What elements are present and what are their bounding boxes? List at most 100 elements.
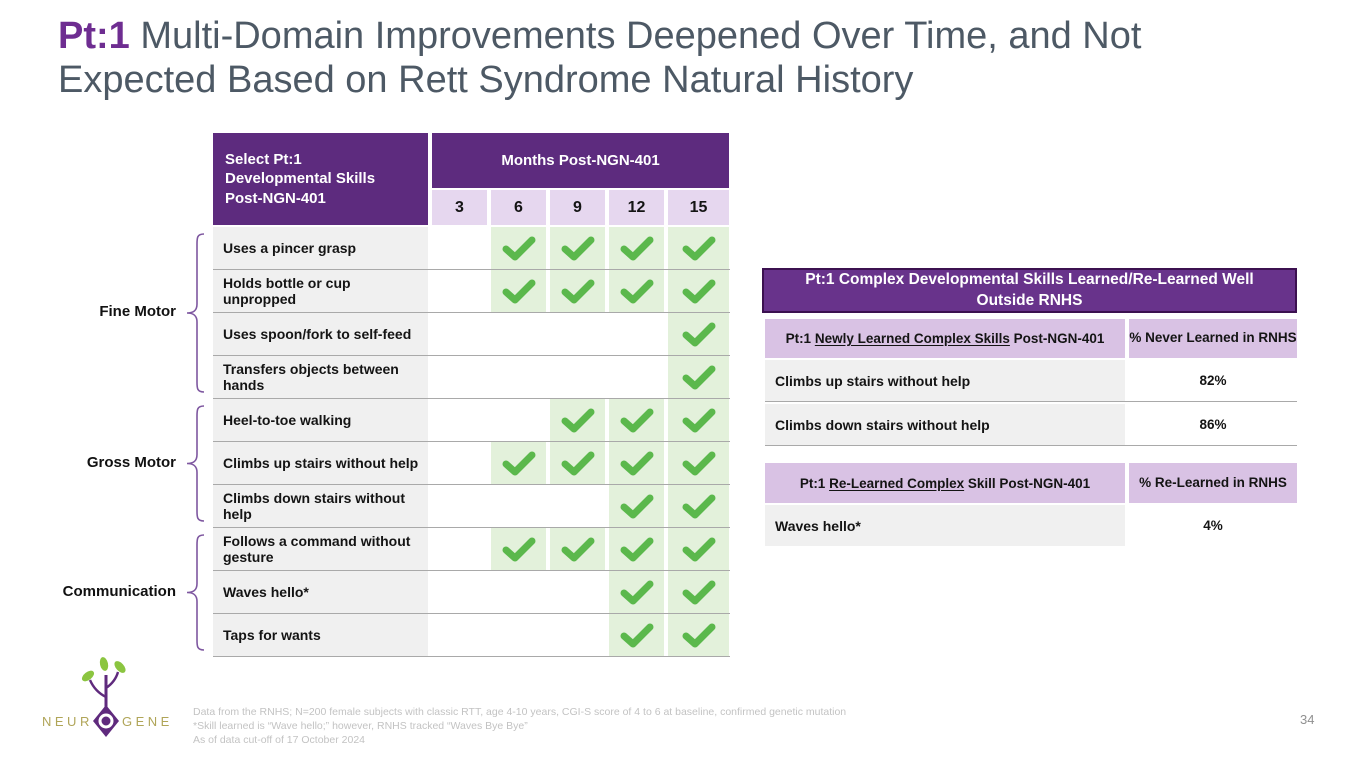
newly-header-prefix: Pt:1 — [785, 331, 815, 346]
group-brace — [186, 405, 205, 522]
skill-label: Climbs up stairs without help — [213, 442, 428, 484]
complex-skill-value: 4% — [1129, 505, 1297, 546]
skill-label: Uses spoon/fork to self-feed — [213, 313, 428, 355]
group-label-communication: Communication — [62, 582, 176, 600]
check-cell — [668, 571, 729, 613]
check-cell — [668, 614, 729, 656]
complex-skill-row: Climbs down stairs without help 86% — [765, 404, 1297, 446]
check-cell — [491, 528, 546, 570]
page-number: 34 — [1300, 712, 1315, 727]
check-icon — [682, 537, 715, 561]
complex-skill-label: Climbs down stairs without help — [765, 404, 1125, 445]
check-cell — [550, 399, 605, 441]
empty-cell — [609, 356, 664, 398]
check-icon — [502, 236, 535, 260]
skill-label: Uses a pincer grasp — [213, 227, 428, 269]
skill-label: Heel-to-toe walking — [213, 399, 428, 441]
logo-wordmark-left: NEUR — [42, 714, 93, 729]
check-icon — [502, 279, 535, 303]
empty-cell — [491, 614, 546, 656]
check-cell — [668, 485, 729, 527]
empty-cell — [432, 442, 487, 484]
empty-cell — [432, 571, 487, 613]
relearned-value-header: % Re-Learned in RNHS — [1129, 463, 1297, 503]
relearned-header: Pt:1 Re-Learned Complex Skill Post-NGN-4… — [765, 463, 1125, 503]
group-brace — [186, 534, 205, 651]
skill-label: Taps for wants — [213, 614, 428, 656]
newly-header-underlined: Newly Learned Complex Skills — [814, 331, 1010, 346]
skill-row: Uses spoon/fork to self-feed — [213, 313, 730, 356]
complex-skill-label: Climbs up stairs without help — [765, 360, 1125, 401]
skill-row: Uses a pincer grasp — [213, 227, 730, 270]
empty-cell — [432, 356, 487, 398]
month-cell: 3 — [432, 190, 487, 225]
check-icon — [620, 580, 653, 604]
check-cell — [668, 227, 729, 269]
check-cell — [668, 442, 729, 484]
check-icon — [561, 451, 594, 475]
check-icon — [502, 451, 535, 475]
empty-cell — [432, 614, 487, 656]
skill-row: Climbs up stairs without help — [213, 442, 730, 485]
group-label-fine-motor: Fine Motor — [99, 303, 176, 320]
check-cell — [491, 270, 546, 312]
empty-cell — [550, 313, 605, 355]
empty-cell — [432, 313, 487, 355]
logo-wordmark-right: GENE — [122, 714, 173, 729]
empty-cell — [491, 399, 546, 441]
check-icon — [682, 279, 715, 303]
skill-row: Climbs down stairs without help — [213, 485, 730, 528]
month-cell: 9 — [550, 190, 605, 225]
check-cell — [491, 442, 546, 484]
skill-row: Holds bottle or cup unpropped — [213, 270, 730, 313]
complex-skill-value: 86% — [1129, 404, 1297, 445]
empty-cell — [432, 399, 487, 441]
check-icon — [561, 236, 594, 260]
never-learned-value-header: % Never Learned in RNHS — [1129, 319, 1297, 358]
skill-row: Taps for wants — [213, 614, 730, 657]
complex-skill-row: Climbs up stairs without help 82% — [765, 360, 1297, 402]
check-icon — [620, 408, 653, 432]
skill-label: Holds bottle or cup unpropped — [213, 270, 428, 312]
check-cell — [550, 227, 605, 269]
check-cell — [609, 528, 664, 570]
complex-skill-row: Waves hello* 4% — [765, 505, 1297, 547]
complex-skills-panel: Pt:1 Complex Developmental Skills Learne… — [762, 268, 1297, 548]
check-icon — [561, 537, 594, 561]
group-brace — [186, 233, 205, 393]
check-icon — [620, 451, 653, 475]
check-icon — [620, 537, 653, 561]
check-cell — [609, 614, 664, 656]
title-line2: Expected Based on Rett Syndrome Natural … — [58, 59, 914, 102]
empty-cell — [432, 270, 487, 312]
check-cell — [491, 227, 546, 269]
title-line1: Multi-Domain Improvements Deepened Over … — [129, 15, 1142, 57]
footnote-line: *Skill learned is “Wave hello;” however,… — [193, 720, 528, 733]
check-icon — [620, 623, 653, 647]
empty-cell — [491, 571, 546, 613]
check-cell — [550, 442, 605, 484]
check-icon — [620, 236, 653, 260]
check-icon — [682, 365, 715, 389]
check-icon — [502, 537, 535, 561]
skill-row: Follows a command without gesture — [213, 528, 730, 571]
skill-label: Follows a command without gesture — [213, 528, 428, 570]
check-icon — [682, 408, 715, 432]
skill-label: Waves hello* — [213, 571, 428, 613]
check-icon — [682, 451, 715, 475]
skill-row: Waves hello* — [213, 571, 730, 614]
page-title: Pt:1 Multi-Domain Improvements Deepened … — [58, 14, 1338, 102]
check-cell — [550, 528, 605, 570]
newly-learned-header: Pt:1 Newly Learned Complex Skills Post-N… — [765, 319, 1125, 358]
footnote-line: Data from the RNHS; N=200 female subject… — [193, 706, 847, 718]
check-cell — [550, 270, 605, 312]
check-icon — [561, 408, 594, 432]
group-label-gross-motor: Gross Motor — [86, 453, 176, 471]
check-icon — [620, 494, 653, 518]
empty-cell — [432, 528, 487, 570]
months-header: Months Post-NGN-401 — [432, 133, 729, 188]
footnote-line: As of data cut-off of 17 October 2024 — [193, 734, 365, 747]
skill-label: Transfers objects between hands — [213, 356, 428, 398]
empty-cell — [550, 356, 605, 398]
check-icon — [682, 623, 715, 647]
